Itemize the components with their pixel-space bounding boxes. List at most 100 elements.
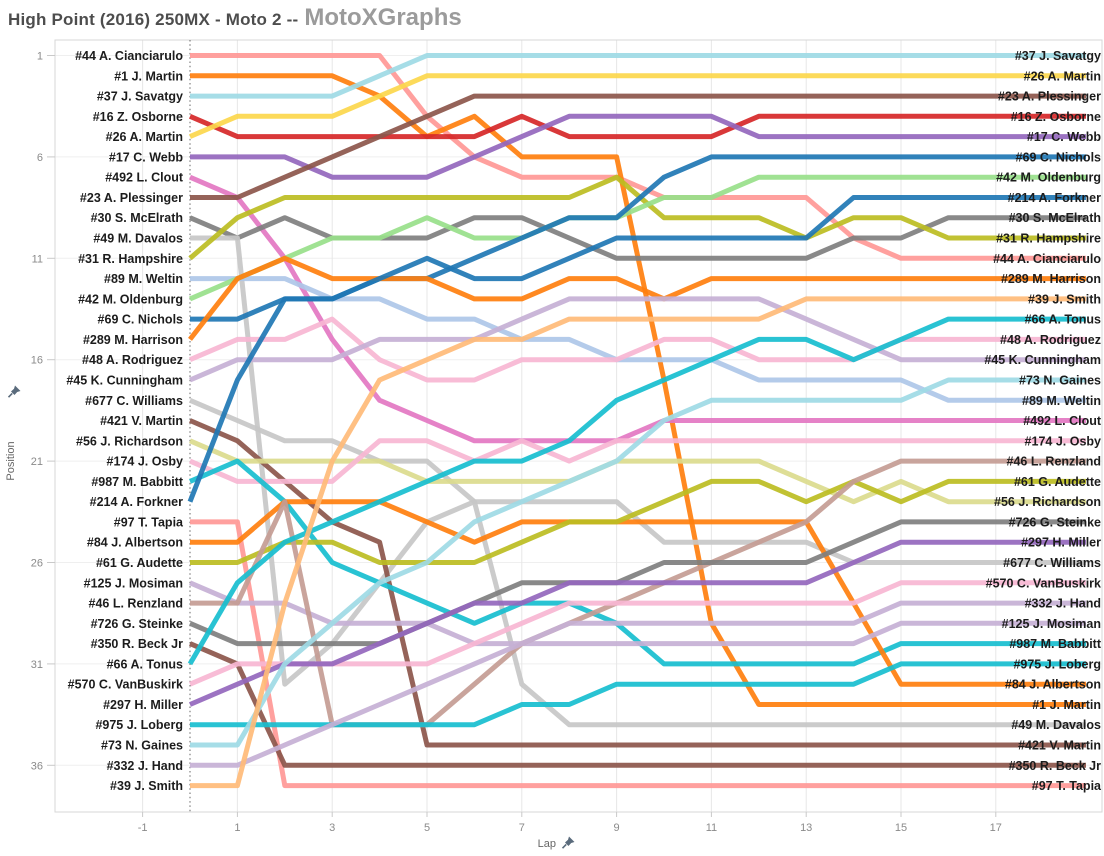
rider-label-finish[interactable]: #289 M. Harrison (1001, 272, 1101, 286)
rider-label-finish[interactable]: #987 M. Babbitt (1009, 637, 1102, 651)
rider-label-start[interactable]: #125 J. Mosiman (84, 576, 183, 590)
rider-label-finish[interactable]: #45 K. Cunningham (984, 353, 1101, 367)
series-line[interactable] (189, 296, 1086, 383)
rider-label-finish[interactable]: #66 A. Tonus (1025, 313, 1101, 327)
rider-label-start[interactable]: #97 T. Tapia (114, 515, 184, 529)
rider-label-start[interactable]: #45 K. Cunningham (66, 373, 183, 387)
series-line[interactable] (190, 478, 1086, 565)
rider-label-start[interactable]: #17 C. Webb (109, 150, 183, 164)
series-line[interactable] (190, 519, 1086, 789)
rider-label-start[interactable]: #37 J. Savatgy (97, 90, 183, 104)
rider-label-finish[interactable]: #17 C. Webb (1027, 130, 1101, 144)
rider-label-start[interactable]: #174 J. Osby (107, 455, 183, 469)
series-line[interactable] (188, 174, 1086, 261)
rider-label-start[interactable]: #30 S. McElrath (91, 211, 183, 225)
rider-label-finish[interactable]: #297 H. Miller (1021, 536, 1101, 550)
rider-label-start[interactable]: #332 J. Hand (107, 759, 183, 773)
series-line[interactable] (190, 53, 1086, 99)
rider-label-start[interactable]: #726 G. Steinke (91, 617, 183, 631)
rider-label-start[interactable]: #56 J. Richardson (76, 434, 183, 448)
series-line[interactable] (190, 600, 1086, 768)
series-line[interactable] (187, 316, 1086, 666)
rider-label-finish[interactable]: #49 M. Davalos (1011, 718, 1101, 732)
rider-label-finish[interactable]: #214 A. Forkner (1008, 191, 1101, 205)
x-tick-label: 17 (990, 822, 1002, 834)
rider-label-finish[interactable]: #16 Z. Osborne (1011, 110, 1101, 124)
rider-label-start[interactable]: #66 A. Tonus (107, 657, 183, 671)
series-line[interactable] (189, 398, 1086, 565)
rider-label-finish[interactable]: #89 M. Weltin (1022, 394, 1101, 408)
rider-label-start[interactable]: #44 A. Cianciarulo (75, 49, 183, 63)
rider-label-finish[interactable]: #332 J. Hand (1025, 597, 1101, 611)
series-line[interactable] (190, 377, 1086, 748)
rider-label-start[interactable]: #89 M. Weltin (104, 272, 183, 286)
rider-label-start[interactable]: #73 N. Gaines (101, 739, 183, 753)
rider-label-finish[interactable]: #1 J. Martin (1032, 698, 1101, 712)
rider-label-finish[interactable]: #350 R. Beck Jr (1009, 759, 1102, 773)
rider-label-finish[interactable]: #174 J. Osby (1025, 434, 1101, 448)
series-line[interactable] (189, 641, 1086, 768)
rider-label-start[interactable]: #297 H. Miller (103, 698, 183, 712)
rider-label-start[interactable]: #16 Z. Osborne (93, 110, 183, 124)
series-line[interactable] (190, 296, 1086, 789)
rider-label-start[interactable]: #49 M. Davalos (93, 232, 183, 246)
rider-label-start[interactable]: #214 A. Forkner (90, 495, 183, 509)
lap-pin-icon[interactable] (561, 836, 575, 849)
rider-label-finish[interactable]: #42 M. Oldenburg (996, 171, 1101, 185)
rider-label-start[interactable]: #26 A. Martin (106, 130, 183, 144)
rider-label-start[interactable]: #987 M. Babbitt (91, 475, 184, 489)
rider-label-finish[interactable]: #48 A. Rodriguez (1000, 333, 1101, 347)
rider-label-finish[interactable]: #677 C. Williams (1003, 556, 1101, 570)
series-line[interactable] (190, 93, 1086, 200)
rider-label-finish[interactable]: #39 J. Smith (1028, 292, 1101, 306)
rider-label-finish[interactable]: #84 J. Albertson (1005, 678, 1101, 692)
rider-label-start[interactable]: #61 G. Audette (96, 556, 183, 570)
series-line[interactable] (190, 73, 1086, 707)
series-line[interactable] (187, 195, 1086, 503)
rider-label-finish[interactable]: #30 S. McElrath (1009, 211, 1101, 225)
series-line[interactable] (190, 113, 1086, 180)
rider-label-finish[interactable]: #975 J. Loberg (1013, 657, 1101, 671)
series-line[interactable] (189, 73, 1086, 139)
series-line[interactable] (189, 438, 1086, 505)
rider-label-start[interactable]: #677 C. Williams (85, 394, 183, 408)
rider-label-finish[interactable]: #69 C. Nichols (1016, 150, 1101, 164)
series-line[interactable] (188, 255, 1086, 341)
series-line[interactable] (189, 539, 1086, 707)
rider-label-start[interactable]: #570 C. VanBuskirk (68, 678, 183, 692)
rider-label-finish[interactable]: #37 J. Savatgy (1015, 49, 1101, 63)
y-tick-label: 11 (32, 253, 43, 265)
rider-label-finish[interactable]: #97 T. Tapia (1032, 779, 1102, 793)
rider-label-start[interactable]: #492 L. Clout (105, 171, 184, 185)
rider-label-start[interactable]: #23 A. Plessinger (80, 191, 183, 205)
rider-label-finish[interactable]: #73 N. Gaines (1019, 373, 1101, 387)
series-line[interactable] (189, 438, 1086, 484)
rider-label-start[interactable]: #84 J. Albertson (87, 536, 183, 550)
rider-label-finish[interactable]: #23 A. Plessinger (998, 90, 1101, 104)
rider-label-start[interactable]: #69 C. Nichols (98, 313, 183, 327)
rider-label-start[interactable]: #1 J. Martin (114, 69, 183, 83)
rider-label-start[interactable]: #39 J. Smith (110, 779, 183, 793)
rider-label-start[interactable]: #975 J. Loberg (95, 718, 183, 732)
rider-label-finish[interactable]: #56 J. Richardson (994, 495, 1101, 509)
rider-label-finish[interactable]: #61 G. Audette (1014, 475, 1101, 489)
rider-label-start[interactable]: #421 V. Martin (100, 414, 183, 428)
rider-label-start[interactable]: #46 L. Renzland (89, 597, 183, 611)
rider-label-start[interactable]: #289 M. Harrison (83, 333, 183, 347)
rider-label-start[interactable]: #350 R. Beck Jr (91, 637, 184, 651)
series-line[interactable] (189, 580, 1086, 687)
rider-label-finish[interactable]: #125 J. Mosiman (1002, 617, 1101, 631)
rider-label-finish[interactable]: #44 A. Cianciarulo (993, 252, 1101, 266)
rider-label-finish[interactable]: #31 R. Hampshire (996, 232, 1101, 246)
series-line[interactable] (189, 113, 1086, 140)
position-pin-icon[interactable] (7, 385, 21, 398)
rider-label-finish[interactable]: #726 G. Steinke (1009, 515, 1101, 529)
rider-label-finish[interactable]: #421 V. Martin (1018, 739, 1101, 753)
rider-label-finish[interactable]: #26 A. Martin (1024, 69, 1101, 83)
rider-label-finish[interactable]: #570 C. VanBuskirk (986, 576, 1101, 590)
rider-label-finish[interactable]: #46 L. Renzland (1007, 455, 1101, 469)
rider-label-finish[interactable]: #492 L. Clout (1023, 414, 1102, 428)
rider-label-start[interactable]: #31 R. Hampshire (78, 252, 183, 266)
rider-label-start[interactable]: #42 M. Oldenburg (78, 292, 183, 306)
rider-label-start[interactable]: #48 A. Rodriguez (82, 353, 183, 367)
